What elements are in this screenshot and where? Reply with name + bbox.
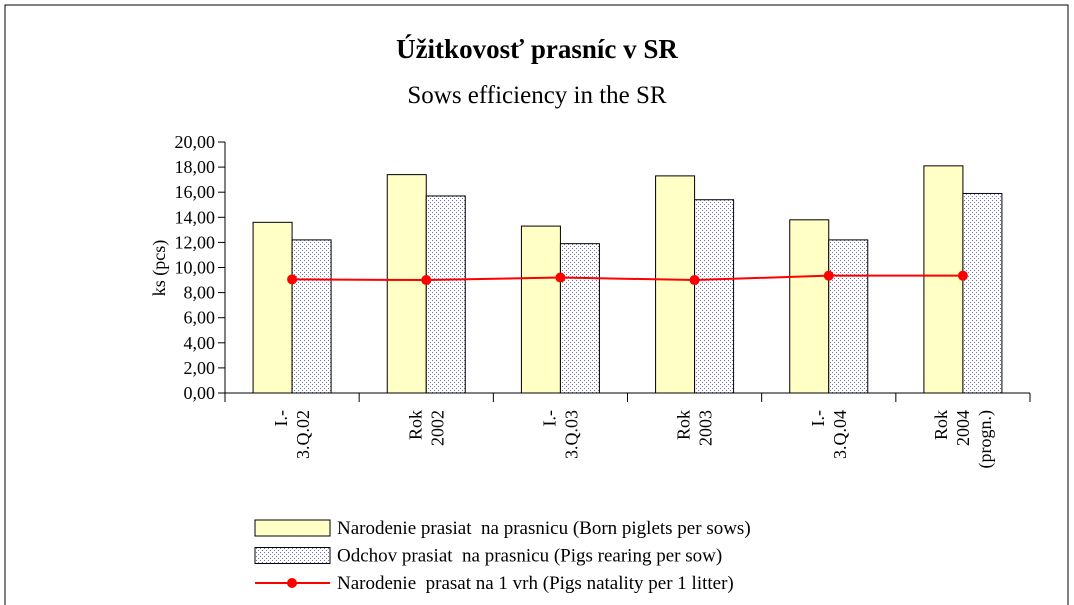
bar: [425, 195, 466, 394]
line: [292, 274, 963, 282]
line-point: [823, 270, 834, 281]
bar: [252, 221, 293, 394]
x-tick-label: Rok: [405, 410, 425, 440]
bar: [386, 174, 427, 394]
x-tick-label: (progn.): [975, 410, 996, 468]
bar: [655, 175, 696, 394]
y-tick-label: 6,00: [184, 308, 216, 328]
x-tick-label: Rok: [931, 410, 951, 440]
y-tick-label: 14,00: [175, 207, 216, 227]
y-tick-label: 16,00: [175, 182, 216, 202]
y-tick-label: 8,00: [184, 283, 216, 303]
x-tick-label: Rok: [674, 410, 694, 440]
bar: [923, 165, 964, 394]
chart-frame: [4, 4, 1069, 605]
line-point: [555, 272, 566, 283]
bar: [520, 225, 561, 394]
line-point: [421, 275, 432, 286]
bar: [962, 192, 1003, 394]
y-axis-label: ks (pcs): [149, 240, 170, 297]
chart-subtitle: Sows efficiency in the SR: [407, 82, 667, 109]
bar: [694, 199, 735, 394]
bar: [828, 239, 869, 394]
bar: [291, 239, 332, 394]
line-point: [957, 270, 968, 281]
chart-title: Úžitkovosť prasníc v SR: [396, 34, 678, 64]
legend-swatch: [254, 547, 331, 564]
x-tick-label: 3.Q.02: [293, 410, 313, 459]
legend-label: Narodenie prasat na 1 vrh (Pigs natality…: [337, 573, 734, 594]
line-point: [287, 274, 298, 285]
legend-label: Narodenie prasiat na prasnicu (Born pigl…: [337, 518, 751, 539]
y-tick-label: 20,00: [175, 132, 216, 152]
y-tick-label: 2,00: [184, 358, 216, 378]
y-tick-label: 12,00: [175, 232, 216, 252]
x-tick-label: I.-: [539, 410, 559, 427]
y-tick-label: 4,00: [184, 333, 216, 353]
line-point: [689, 275, 700, 286]
x-tick-label: I.-: [808, 410, 828, 427]
legend-swatch: [287, 578, 297, 588]
x-tick-label: I.-: [271, 410, 291, 427]
bar: [559, 243, 600, 394]
x-tick-label: 2004: [953, 410, 973, 446]
x-tick-label: 3.Q.03: [561, 410, 581, 459]
legend-swatch: [254, 519, 331, 537]
legend-label: Odchov prasiat na prasnicu (Pigs rearing…: [337, 546, 722, 567]
bar: [789, 219, 830, 394]
y-tick-label: 18,00: [175, 157, 216, 177]
x-tick-label: 2002: [427, 410, 447, 446]
y-tick-label: 10,00: [175, 258, 216, 278]
x-tick-label: 2003: [696, 410, 716, 446]
y-tick-label: 0,00: [184, 383, 216, 403]
x-tick-label: 3.Q.04: [830, 410, 850, 459]
